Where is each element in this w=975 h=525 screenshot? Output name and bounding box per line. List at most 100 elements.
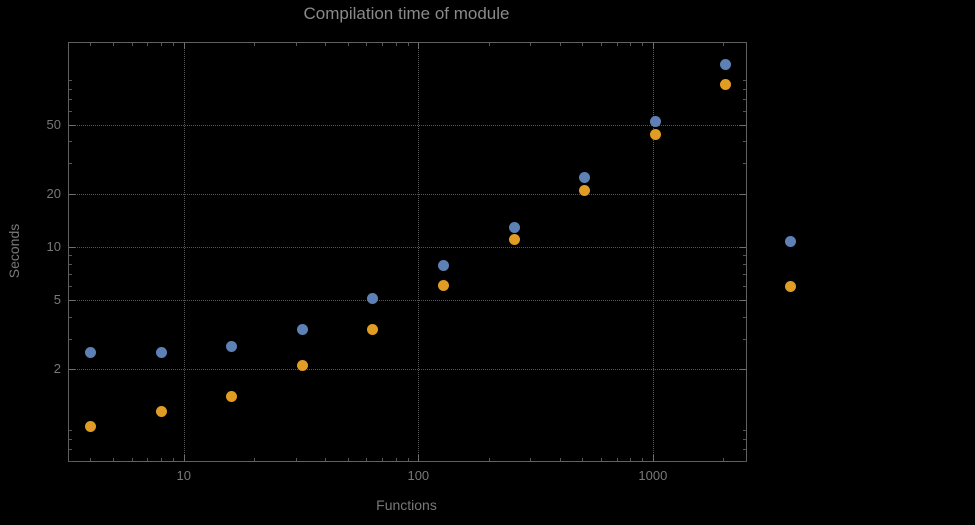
y-major-tick <box>69 194 75 196</box>
x-minor-tick <box>131 43 133 46</box>
x-minor-tick <box>600 458 602 461</box>
x-major-tick <box>183 43 185 49</box>
x-minor-tick <box>530 43 532 46</box>
y-minor-tick <box>69 439 72 441</box>
data-point-series-2 <box>437 280 449 292</box>
x-minor-tick <box>90 43 92 46</box>
y-minor-tick <box>743 163 746 165</box>
x-minor-tick <box>173 458 175 461</box>
data-point-series-2 <box>508 234 520 246</box>
data-point-series-2 <box>155 406 167 417</box>
x-minor-tick <box>366 458 368 461</box>
x-minor-tick <box>254 43 256 46</box>
x-minor-tick <box>407 458 409 461</box>
data-point-series-1 <box>155 346 167 358</box>
x-minor-tick <box>642 458 644 461</box>
x-minor-tick <box>395 43 397 46</box>
x-minor-tick <box>559 43 561 46</box>
y-major-tick <box>740 299 746 301</box>
x-minor-tick <box>630 458 632 461</box>
x-minor-tick <box>295 43 297 46</box>
x-minor-tick <box>254 458 256 461</box>
x-minor-tick <box>131 458 133 461</box>
x-major-tick <box>652 43 654 49</box>
legend-marker-1 <box>785 236 796 247</box>
x-minor-tick <box>90 458 92 461</box>
y-minor-tick <box>743 98 746 100</box>
x-minor-tick <box>616 458 618 461</box>
plot-area: 10 100 1000 2 5 10 20 50 <box>47 42 747 483</box>
x-minor-tick <box>161 458 163 461</box>
y-minor-tick <box>743 449 746 451</box>
y-minor-tick <box>69 274 72 276</box>
y-minor-tick <box>743 338 746 340</box>
x-minor-tick <box>530 458 532 461</box>
x-minor-tick <box>173 43 175 46</box>
x-minor-tick <box>723 458 725 461</box>
y-major-tick <box>740 369 746 371</box>
data-point-series-1 <box>367 292 379 304</box>
x-minor-tick <box>395 458 397 461</box>
legend-marker-2 <box>785 281 796 292</box>
x-major-tick <box>418 455 420 461</box>
y-minor-tick <box>69 430 72 432</box>
x-minor-tick <box>113 458 115 461</box>
y-gridline <box>69 124 746 126</box>
data-point-series-1 <box>649 116 661 128</box>
y-major-tick <box>740 246 746 248</box>
x-minor-tick <box>723 43 725 46</box>
x-major-tick <box>652 455 654 461</box>
data-point-series-2 <box>84 420 96 432</box>
y-tick-label: 50 <box>46 116 61 132</box>
data-point-series-2 <box>720 78 732 90</box>
y-minor-tick <box>69 88 72 90</box>
y-major-tick <box>69 369 75 371</box>
x-minor-tick <box>147 43 149 46</box>
x-minor-tick <box>325 43 326 46</box>
y-minor-tick <box>743 274 746 276</box>
data-point-series-2 <box>649 128 661 140</box>
y-minor-tick <box>743 141 746 143</box>
data-point-series-1 <box>84 346 96 358</box>
y-minor-tick <box>743 316 746 318</box>
x-major-tick <box>418 43 420 49</box>
y-minor-tick <box>69 461 72 462</box>
x-minor-tick <box>407 43 409 46</box>
x-minor-tick <box>382 458 383 461</box>
y-minor-tick <box>743 461 746 462</box>
y-minor-tick <box>69 254 72 256</box>
data-point-series-1 <box>437 260 449 272</box>
x-minor-tick <box>347 43 349 46</box>
y-gridline <box>69 194 746 196</box>
x-minor-tick <box>642 43 644 46</box>
data-point-series-1 <box>579 171 591 183</box>
chart-title: Compilation time of module <box>303 4 510 23</box>
y-major-tick <box>740 124 746 126</box>
y-minor-tick <box>743 79 746 81</box>
data-point-series-1 <box>296 323 308 335</box>
y-minor-tick <box>743 254 746 256</box>
x-minor-tick <box>161 43 163 46</box>
x-major-tick <box>183 455 185 461</box>
y-major-tick <box>69 246 75 248</box>
y-minor-tick <box>69 316 72 318</box>
y-minor-tick <box>743 430 746 432</box>
x-tick-label: 10 <box>176 468 192 483</box>
x-minor-tick <box>616 43 618 46</box>
x-minor-tick <box>382 43 383 46</box>
x-minor-tick <box>600 43 602 46</box>
x-minor-tick <box>147 458 149 461</box>
y-tick-label: 20 <box>46 186 61 202</box>
y-minor-tick <box>743 439 746 441</box>
data-point-series-2 <box>226 391 238 403</box>
y-minor-tick <box>69 263 72 265</box>
x-tick-label: 1000 <box>638 468 668 483</box>
x-axis-label: Functions <box>376 497 437 513</box>
data-point-series-1 <box>720 59 732 71</box>
x-minor-tick <box>488 43 490 46</box>
y-minor-tick <box>743 263 746 265</box>
y-gridline <box>69 369 746 371</box>
data-point-series-2 <box>579 185 591 197</box>
y-gridline <box>69 246 746 248</box>
x-minor-tick <box>582 458 584 461</box>
